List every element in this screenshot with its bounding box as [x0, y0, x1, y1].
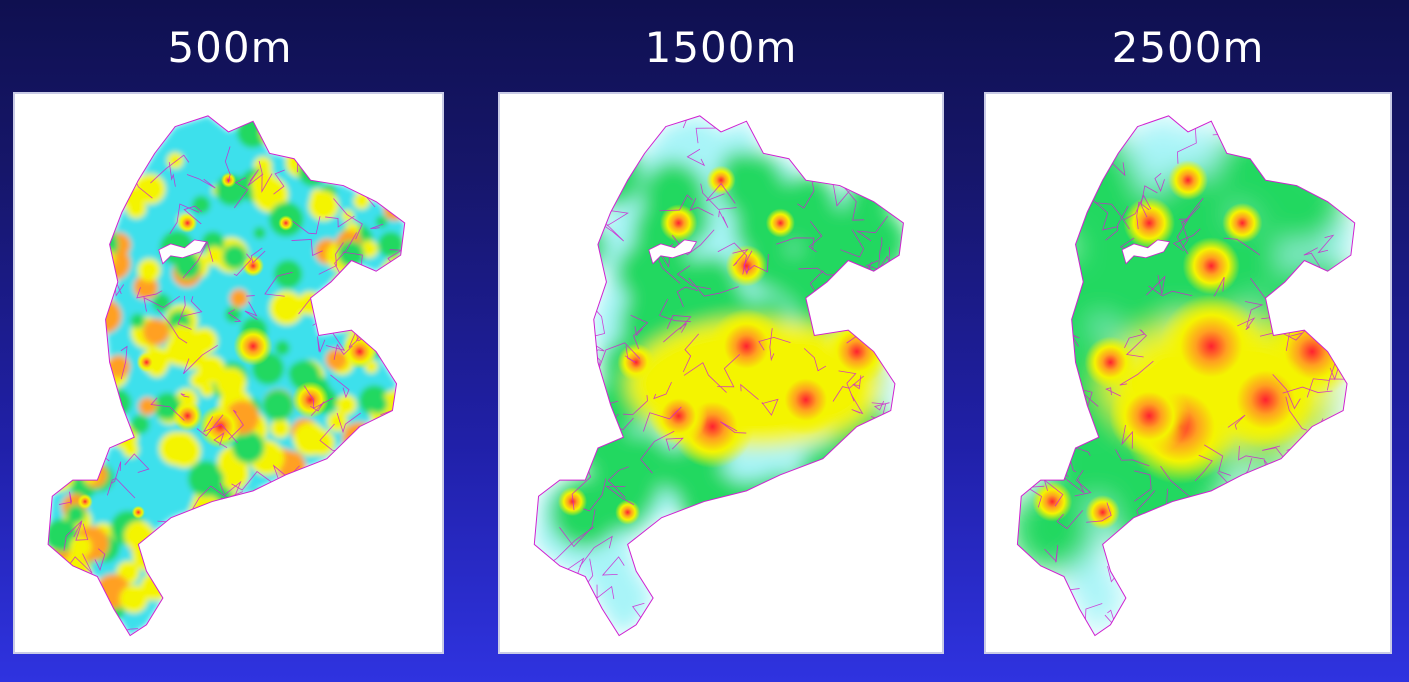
region-outline	[1016, 115, 1356, 637]
map-canvas-500m	[47, 115, 406, 637]
lake-area	[158, 239, 208, 265]
panel-title-2500m: 2500m	[1111, 23, 1265, 72]
lake-area	[648, 239, 698, 265]
region-outline	[47, 115, 406, 637]
density-surface	[48, 115, 405, 636]
region-outline	[533, 115, 904, 637]
density-surface	[534, 115, 904, 636]
density-map-500m	[13, 92, 444, 654]
panel-title-1500m: 1500m	[644, 23, 798, 72]
lake-area	[1121, 239, 1171, 265]
density-map-2500m	[984, 92, 1392, 654]
map-canvas-1500m	[533, 115, 904, 637]
density-map-1500m	[498, 92, 944, 654]
density-surface	[1017, 115, 1355, 636]
map-canvas-2500m	[1016, 115, 1356, 637]
panel-title-500m: 500m	[167, 23, 293, 72]
